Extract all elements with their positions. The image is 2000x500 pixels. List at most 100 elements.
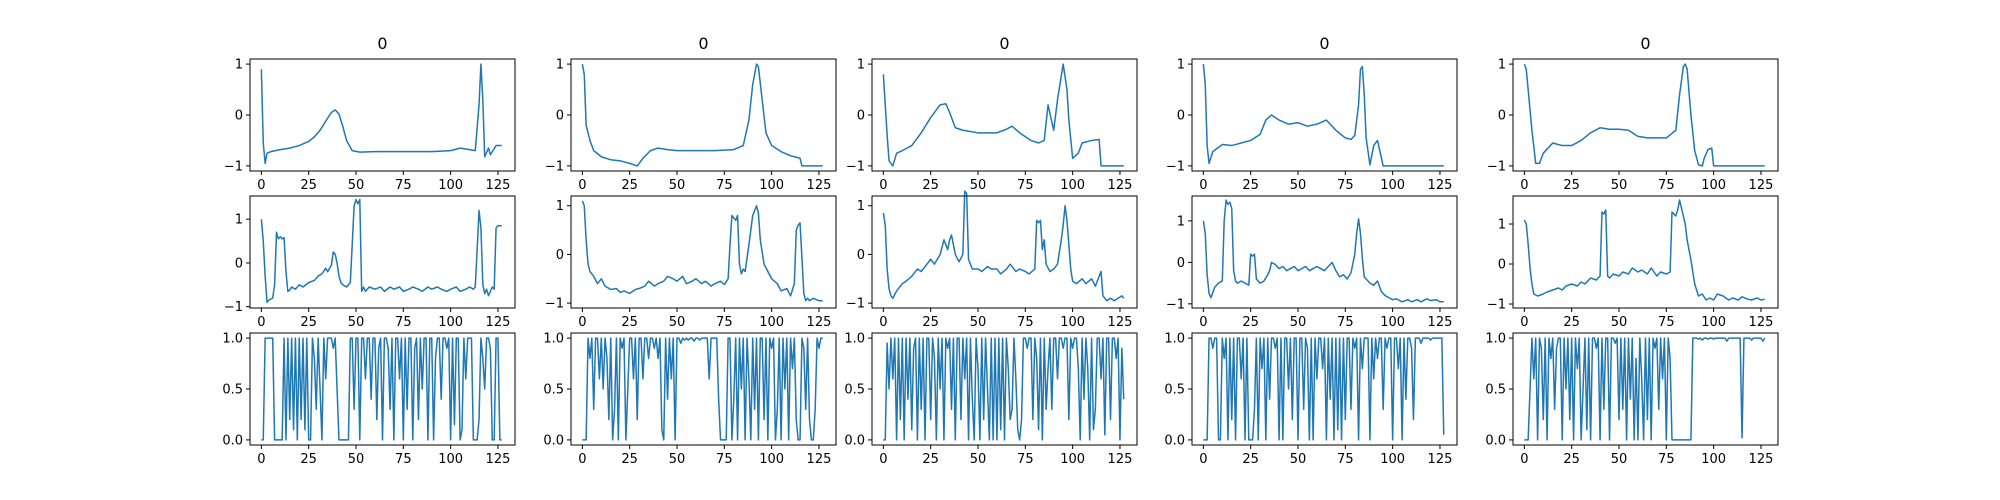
y-tick-label: 1 bbox=[857, 58, 865, 73]
y-tick-label: −1 bbox=[224, 159, 243, 174]
subplot-r2-c4: 0 25 50 75 100 125 0.0 0.5 1.0 bbox=[1485, 332, 1779, 467]
y-tick-label: 0 bbox=[556, 109, 564, 124]
x-tick-label: 25 bbox=[922, 178, 939, 193]
x-tick-label: 25 bbox=[621, 315, 638, 330]
x-tick-label: 25 bbox=[300, 452, 317, 467]
series-line-0 bbox=[882, 63, 1124, 167]
y-tick-label: 1.0 bbox=[222, 332, 243, 347]
series-line-0 bbox=[581, 200, 823, 302]
x-tick-label: 25 bbox=[300, 315, 317, 330]
x-tick-label: 125 bbox=[486, 315, 511, 330]
x-tick-label: 0 bbox=[1520, 452, 1528, 467]
x-tick-label: 25 bbox=[621, 178, 638, 193]
x-tick-label: 100 bbox=[438, 178, 463, 193]
x-tick-label: 125 bbox=[1428, 452, 1453, 467]
x-tick-label: 75 bbox=[1017, 452, 1034, 467]
x-tick-label: 0 bbox=[257, 452, 265, 467]
x-tick-label: 75 bbox=[1337, 178, 1354, 193]
y-tick-label: 1 bbox=[1177, 214, 1185, 229]
x-tick-label: 100 bbox=[1701, 452, 1726, 467]
y-tick-label: 0.5 bbox=[1164, 383, 1185, 398]
x-tick-label: 50 bbox=[1611, 178, 1628, 193]
x-tick-label: 75 bbox=[395, 178, 412, 193]
y-tick-label: −1 bbox=[1487, 298, 1506, 313]
series-line-0 bbox=[1523, 63, 1765, 167]
x-tick-label: 75 bbox=[1337, 452, 1354, 467]
series-line-0 bbox=[1202, 64, 1444, 167]
subplot-r0-c1: 0 25 50 75 100 125 −1 0 1 0 bbox=[545, 34, 837, 193]
x-tick-label: 0 bbox=[257, 315, 265, 330]
x-tick-label: 125 bbox=[1108, 452, 1133, 467]
x-tick-label: 75 bbox=[1337, 315, 1354, 330]
y-tick-label: 1 bbox=[235, 213, 243, 228]
y-tick-label: 0.0 bbox=[222, 433, 243, 448]
subplot-r2-c0: 0 25 50 75 100 125 0.0 0.5 1.0 bbox=[222, 332, 516, 467]
x-tick-label: 100 bbox=[1060, 178, 1085, 193]
x-tick-label: 50 bbox=[1290, 178, 1307, 193]
subplot-r0-c3: 0 25 50 75 100 125 −1 0 1 0 bbox=[1166, 34, 1458, 193]
x-tick-label: 25 bbox=[1242, 178, 1259, 193]
y-tick-label: 1.0 bbox=[844, 332, 865, 347]
y-tick-label: 0 bbox=[235, 256, 243, 271]
x-tick-label: 100 bbox=[1380, 178, 1405, 193]
x-tick-label: 25 bbox=[1563, 452, 1580, 467]
y-tick-label: 1 bbox=[556, 58, 564, 73]
x-tick-label: 50 bbox=[348, 315, 365, 330]
y-tick-label: 0 bbox=[857, 248, 865, 263]
subplot-title: 0 bbox=[1640, 34, 1650, 53]
x-tick-label: 75 bbox=[1658, 452, 1675, 467]
x-tick-label: 25 bbox=[922, 315, 939, 330]
x-tick-label: 125 bbox=[807, 315, 832, 330]
x-tick-label: 50 bbox=[1290, 452, 1307, 467]
subplot-r1-c0: 0 25 50 75 100 125 −1 0 1 bbox=[224, 195, 516, 330]
x-tick-label: 75 bbox=[716, 178, 733, 193]
subplot-r2-c3: 0 25 50 75 100 125 0.0 0.5 1.0 bbox=[1164, 332, 1458, 467]
x-tick-label: 25 bbox=[1563, 315, 1580, 330]
y-tick-label: 0 bbox=[1177, 256, 1185, 271]
x-tick-label: 100 bbox=[759, 315, 784, 330]
y-tick-label: −1 bbox=[846, 159, 865, 174]
y-tick-label: 1.0 bbox=[543, 332, 564, 347]
x-tick-label: 75 bbox=[395, 452, 412, 467]
x-tick-label: 50 bbox=[970, 178, 987, 193]
axes-frame bbox=[570, 195, 837, 309]
series-line-0 bbox=[882, 190, 1125, 302]
x-tick-label: 100 bbox=[438, 452, 463, 467]
x-tick-label: 125 bbox=[486, 178, 511, 193]
y-tick-label: 1 bbox=[1498, 218, 1506, 233]
series-line-0 bbox=[1524, 337, 1766, 441]
y-tick-label: 0.0 bbox=[844, 433, 865, 448]
y-tick-label: 0.0 bbox=[1485, 433, 1506, 448]
x-tick-label: 0 bbox=[578, 315, 586, 330]
subplot-r1-c2: 0 25 50 75 100 125 −1 0 1 bbox=[846, 190, 1138, 330]
x-tick-label: 100 bbox=[1701, 315, 1726, 330]
y-tick-label: 0 bbox=[556, 248, 564, 263]
series-line-0 bbox=[260, 198, 502, 304]
x-tick-label: 100 bbox=[438, 315, 463, 330]
x-tick-label: 25 bbox=[1242, 452, 1259, 467]
axes-frame bbox=[871, 195, 1138, 309]
series-line-0 bbox=[883, 337, 1125, 441]
x-tick-label: 75 bbox=[716, 452, 733, 467]
x-tick-label: 0 bbox=[879, 315, 887, 330]
x-tick-label: 50 bbox=[348, 452, 365, 467]
x-tick-label: 125 bbox=[1428, 178, 1453, 193]
subplot-r2-c1: 0 25 50 75 100 125 0.0 0.5 1.0 bbox=[543, 332, 837, 467]
x-tick-label: 100 bbox=[1060, 315, 1085, 330]
x-tick-label: 50 bbox=[970, 315, 987, 330]
y-tick-label: 0 bbox=[857, 109, 865, 124]
x-tick-label: 25 bbox=[922, 452, 939, 467]
x-tick-label: 125 bbox=[807, 178, 832, 193]
x-tick-label: 100 bbox=[1060, 452, 1085, 467]
series-line-0 bbox=[1523, 199, 1765, 301]
y-tick-label: 0.5 bbox=[844, 383, 865, 398]
y-tick-label: 1 bbox=[1498, 58, 1506, 73]
y-tick-label: 0 bbox=[1498, 109, 1506, 124]
y-tick-label: −1 bbox=[545, 159, 564, 174]
x-tick-label: 125 bbox=[1749, 315, 1774, 330]
axes-frame bbox=[1191, 195, 1458, 309]
x-tick-label: 75 bbox=[716, 315, 733, 330]
x-tick-label: 50 bbox=[970, 452, 987, 467]
